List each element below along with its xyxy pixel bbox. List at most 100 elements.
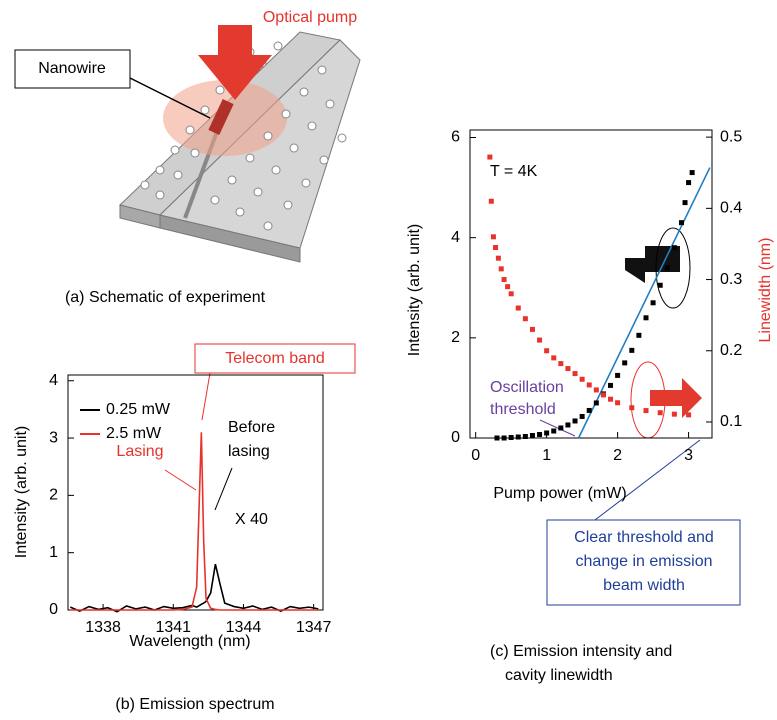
point [650,300,656,306]
point [501,277,507,283]
ellipse [655,227,691,309]
legend-label: 2.5 mW [106,425,162,442]
annotation: change in emission [576,553,713,570]
x-tick-label: 1344 [226,619,262,636]
point [572,418,578,424]
point [487,154,493,160]
annotation: Oscillation [490,379,564,396]
arrow [625,246,680,283]
x-tick-label: 1338 [85,619,121,636]
point [629,347,635,353]
point [488,198,494,204]
y-axis-label: Intensity (arb. unit) [406,224,423,357]
x-tick-label: 1 [542,447,551,464]
schematic: Optical pump Nanowire (a) Schematic of e… [14,9,361,306]
y2-tick-label: 0.2 [720,342,742,359]
y2-tick-label: 0.1 [720,413,742,430]
annotation-box [194,343,356,374]
y2-tick-label: 0.3 [720,271,742,288]
point [508,291,514,297]
point [689,170,695,176]
point [615,400,621,406]
annotation-box [546,519,741,606]
annotation: Lasing [116,443,163,460]
point [608,396,614,402]
x-tick-label: 1341 [155,619,191,636]
point [505,284,511,290]
arrow [650,378,702,418]
y-tick-label: 0 [49,601,58,618]
point [643,408,649,414]
point [544,348,550,354]
point [529,326,535,332]
x-tick-label: 1347 [296,619,332,636]
y-tick-label: 6 [451,129,460,146]
point [657,410,663,416]
point [558,425,564,431]
point [586,407,592,413]
point [537,431,543,437]
nanowire-label: Nanowire [38,60,106,77]
point [565,366,571,372]
point [551,355,557,361]
caption: (b) Emission spectrum [115,696,274,713]
point [565,422,571,428]
series-line [70,563,319,613]
annotation: lasing [228,443,270,460]
y-tick-label: 0 [451,429,460,446]
pointer [594,439,701,521]
pointer [539,419,576,437]
point [615,372,621,378]
y2-tick-label: 0.4 [720,200,742,217]
x-tick-label: 0 [471,447,480,464]
point [495,255,501,261]
point [608,382,614,388]
point [671,245,677,251]
point [572,371,578,377]
point [636,332,642,338]
y-tick-label: 2 [49,487,58,504]
y2-tick-label: 0.5 [720,128,742,145]
annotation: T = 4K [490,163,538,180]
pointer [214,467,233,511]
annotation: Telecom band [225,350,325,367]
point [657,282,663,288]
annotation: Before [228,419,275,436]
x-axis-label: Pump power (mW) [493,485,626,502]
point [508,434,514,440]
point [515,305,521,311]
annotation: X 40 [235,511,268,528]
legend-label: 0.25 mW [106,401,171,418]
point [498,266,504,272]
point [558,361,564,367]
point [537,337,543,343]
point [493,245,499,251]
y-tick-label: 4 [451,229,460,246]
point [522,316,528,322]
fit-line [577,167,711,439]
annotation: threshold [490,401,556,418]
point [515,434,521,440]
y-tick-label: 1 [49,544,58,561]
point [586,382,592,388]
pump-label: Optical pump [263,9,357,26]
point [643,315,649,321]
plot-frame [67,374,324,611]
pointer [201,372,211,421]
point [501,435,507,441]
point [671,411,677,417]
point [522,433,528,439]
plot-frame [469,129,713,439]
point [579,376,585,382]
point [678,220,684,226]
point [593,387,599,393]
caption: (c) Emission intensity and [490,643,672,660]
x-tick-label: 3 [684,447,693,464]
y-tick-label: 4 [49,372,58,389]
annotation: beam width [603,577,685,594]
point [622,360,628,366]
y-tick-label: 3 [49,429,58,446]
y-axis-label: Intensity (arb. unit) [13,426,30,559]
annotation: Clear threshold and [574,529,714,546]
